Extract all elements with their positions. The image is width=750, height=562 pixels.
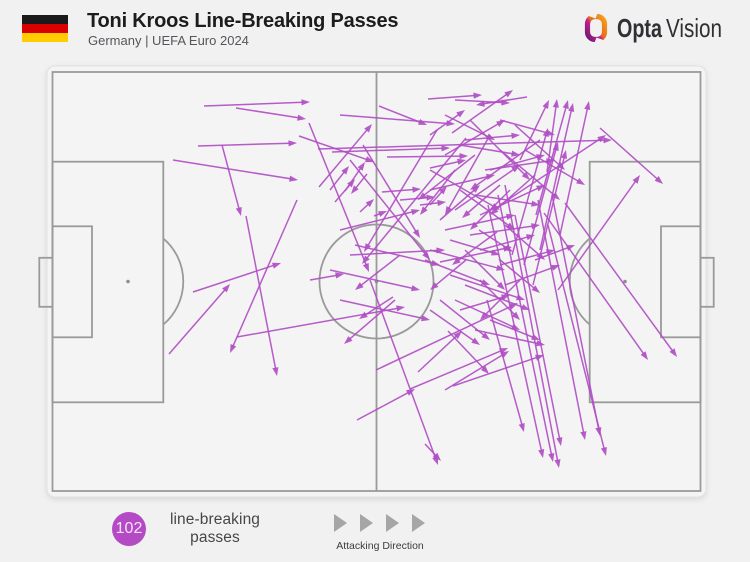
svg-text:Vision: Vision bbox=[666, 13, 722, 43]
svg-text:Opta: Opta bbox=[617, 13, 662, 43]
